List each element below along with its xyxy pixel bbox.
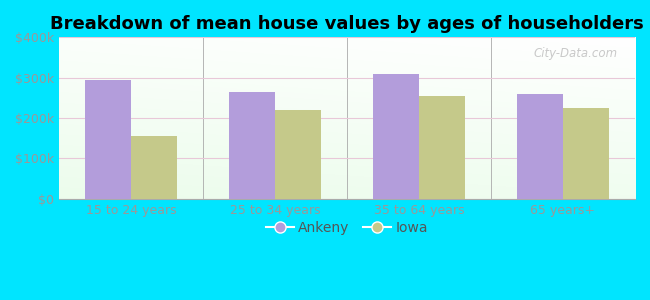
Text: City-Data.com: City-Data.com — [534, 47, 618, 60]
Bar — [229, 92, 275, 199]
Bar — [419, 96, 465, 199]
Bar — [275, 110, 321, 199]
Bar — [517, 94, 563, 199]
Bar — [373, 74, 419, 199]
Bar — [85, 80, 131, 199]
Bar — [563, 108, 609, 199]
Bar — [131, 136, 177, 199]
Title: Breakdown of mean house values by ages of householders: Breakdown of mean house values by ages o… — [50, 15, 644, 33]
Legend: Ankeny, Iowa: Ankeny, Iowa — [261, 215, 434, 240]
